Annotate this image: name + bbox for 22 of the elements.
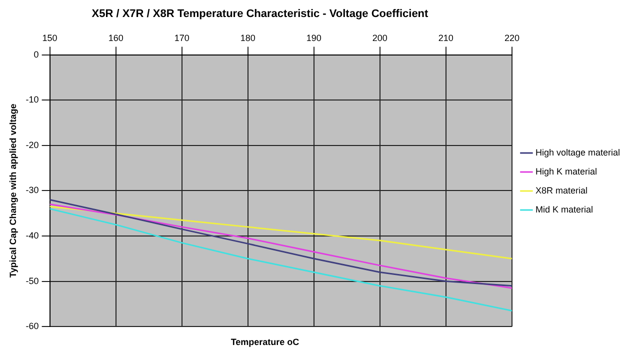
y-tick-label: -30 bbox=[26, 185, 39, 196]
legend-label: High voltage material bbox=[535, 147, 620, 158]
y-axis-title: Typical Cap Change with applied voltage bbox=[8, 104, 18, 278]
y-tick-label: -10 bbox=[26, 94, 39, 105]
y-tick-label: -50 bbox=[26, 276, 39, 286]
legend-label: High K material bbox=[535, 166, 597, 176]
chart-title: X5R / X7R / X8R Temperature Characteristic - Voltage Coefficient bbox=[90, 8, 430, 20]
x-tick-label: 200 bbox=[372, 32, 388, 43]
legend-label: Mid K material bbox=[535, 204, 593, 214]
legend-label: X8R material bbox=[535, 185, 588, 196]
x-tick-label: 160 bbox=[108, 32, 124, 43]
y-tick-label: -20 bbox=[26, 140, 39, 150]
y-tick-label: -60 bbox=[26, 321, 39, 332]
x-tick-label: 210 bbox=[438, 32, 454, 43]
x-tick-label: 220 bbox=[504, 32, 520, 43]
y-tick-label: -40 bbox=[26, 230, 39, 240]
y-tick-label: 0 bbox=[34, 49, 39, 60]
x-tick-label: 150 bbox=[42, 32, 58, 43]
x-tick-label: 190 bbox=[306, 32, 322, 43]
x-tick-label: 170 bbox=[174, 32, 190, 43]
x-tick-label: 180 bbox=[240, 32, 256, 43]
x-axis-title: Temperature oC bbox=[230, 337, 300, 347]
